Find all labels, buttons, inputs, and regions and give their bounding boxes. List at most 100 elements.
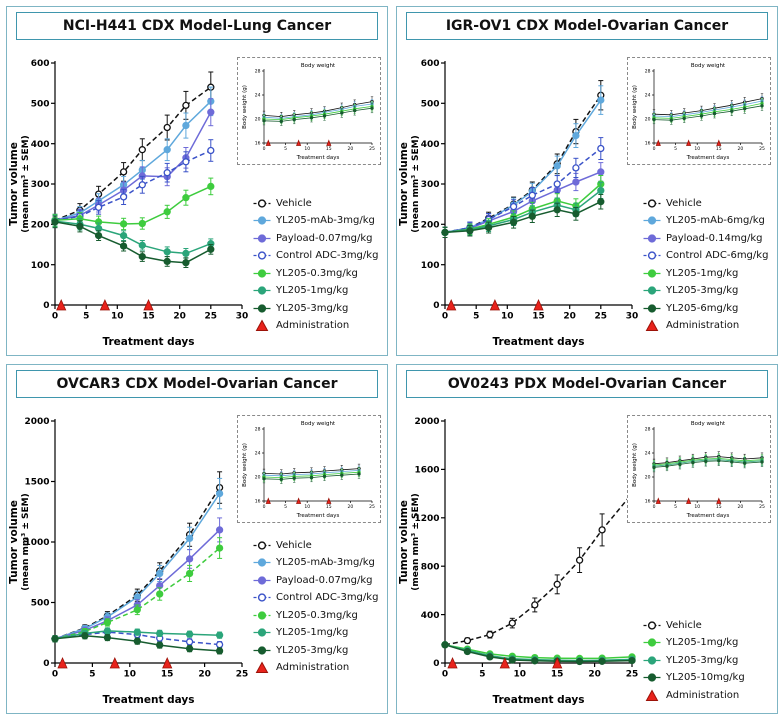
series-marker-icon	[253, 197, 271, 210]
svg-text:Treatment days: Treatment days	[686, 513, 730, 519]
panel-title: OV0243 PDX Model-Ovarian Cancer	[406, 370, 768, 398]
administration-triangle-icon	[253, 661, 271, 674]
legend-label: Vehicle	[276, 539, 312, 551]
panel-title: OVCAR3 CDX Model-Ovarian Cancer	[16, 370, 378, 398]
legend-label: YL205-1mg/kg	[276, 285, 349, 297]
legend-label: YL205-1mg/kg	[276, 627, 349, 639]
svg-text:100: 100	[421, 261, 440, 271]
svg-text:30: 30	[626, 312, 639, 322]
legend-label: YL205-3mg/kg	[666, 654, 739, 666]
svg-text:28: 28	[255, 69, 261, 75]
svg-text:16: 16	[645, 499, 651, 505]
series-marker-icon	[253, 574, 271, 587]
series-marker-icon	[253, 539, 271, 552]
svg-text:0: 0	[653, 504, 656, 510]
svg-text:Treatment days: Treatment days	[296, 513, 340, 519]
legend-item: Administration	[643, 318, 777, 335]
series-marker-icon	[253, 626, 271, 639]
svg-text:15: 15	[326, 504, 332, 510]
svg-text:300: 300	[421, 180, 440, 190]
svg-text:10: 10	[124, 670, 137, 680]
svg-text:0: 0	[653, 146, 656, 152]
svg-text:20: 20	[645, 117, 651, 123]
legend-item: Administration	[643, 687, 777, 704]
series-marker-icon	[643, 232, 661, 245]
svg-text:0: 0	[263, 504, 266, 510]
legend-item: YL205-mAb-3mg/kg	[253, 555, 387, 572]
svg-text:20: 20	[348, 146, 354, 152]
legend-item: Control ADC-3mg/kg	[253, 248, 387, 265]
svg-text:1600: 1600	[414, 466, 439, 476]
legend-label: YL205-1mg/kg	[666, 637, 739, 649]
legend-item: YL205-6mg/kg	[643, 300, 777, 317]
svg-text:Body weight (g): Body weight (g)	[242, 443, 248, 487]
legend-label: YL205-6mg/kg	[666, 302, 739, 314]
svg-text:24: 24	[255, 451, 261, 457]
legend-item: Control ADC-3mg/kg	[253, 590, 387, 607]
legend-item: YL205-1mg/kg	[643, 635, 777, 652]
svg-text:5: 5	[284, 504, 287, 510]
series-marker-icon	[253, 284, 271, 297]
legend-item: YL205-3mg/kg	[643, 283, 777, 300]
svg-text:24: 24	[645, 451, 651, 457]
svg-text:100: 100	[31, 261, 50, 271]
legend-label: YL205-mAb-6mg/kg	[666, 215, 765, 227]
series-marker-icon	[643, 654, 661, 667]
svg-text:16: 16	[255, 499, 261, 505]
legend-item: Vehicle	[643, 617, 777, 634]
tumor-volume-chart: 0 5 10 15 20 25 300100200300400500600Treatment…	[9, 59, 248, 348]
svg-text:300: 300	[31, 180, 50, 190]
series-marker-icon	[643, 636, 661, 649]
svg-text:Body weight: Body weight	[301, 63, 336, 69]
svg-text:Treatment days: Treatment days	[686, 155, 730, 161]
svg-text:20: 20	[563, 312, 576, 322]
svg-text:0: 0	[433, 301, 439, 311]
body-weight-inset: 0 5 10 15 20 25 16 20 24 28 Body weight Treatment d…	[237, 415, 381, 523]
series-marker-icon	[253, 556, 271, 569]
svg-text:2000: 2000	[24, 417, 49, 427]
svg-text:25: 25	[369, 504, 375, 510]
svg-text:15: 15	[716, 146, 722, 152]
series-marker-icon	[643, 284, 661, 297]
svg-text:0: 0	[263, 146, 266, 152]
tumor-volume-chart: 0 5 10 15 20 25 0 400 800 1200 1600 2000 Treatment d…	[399, 417, 638, 706]
series-marker-icon	[643, 249, 661, 262]
panel-3: OVCAR3 CDX Model-Ovarian Cancer 0 5 10 15 20…	[6, 364, 388, 714]
svg-text:5: 5	[473, 312, 479, 322]
svg-text:5: 5	[89, 670, 95, 680]
svg-text:24: 24	[255, 93, 261, 99]
svg-text:Treatment days: Treatment days	[103, 336, 195, 348]
svg-text:10: 10	[694, 504, 700, 510]
svg-text:Tumor volume: Tumor volume	[9, 142, 20, 226]
legend-label: YL205-mAb-3mg/kg	[276, 557, 375, 569]
svg-text:5: 5	[284, 146, 287, 152]
legend: Vehicle YL205-mAb-6mg/kg Payload-0.14mg/kg…	[643, 195, 777, 335]
svg-text:(mean mm³ ± SEM): (mean mm³ ± SEM)	[21, 135, 31, 232]
svg-text:20: 20	[198, 670, 211, 680]
legend-item: YL205-mAb-6mg/kg	[643, 213, 777, 230]
svg-text:25: 25	[236, 670, 249, 680]
legend-item: YL205-1mg/kg	[253, 625, 387, 642]
svg-text:200: 200	[31, 221, 50, 231]
legend-label: Control ADC-3mg/kg	[276, 592, 379, 604]
legend-label: Payload-0.07mg/kg	[276, 232, 373, 244]
series-marker-icon	[253, 302, 271, 315]
legend-item: YL205-3mg/kg	[643, 652, 777, 669]
legend-item: YL205-10mg/kg	[643, 670, 777, 687]
legend: Vehicle YL205-mAb-3mg/kg Payload-0.07mg/kg…	[253, 195, 387, 334]
svg-text:0: 0	[43, 301, 49, 311]
svg-text:Body weight (g): Body weight (g)	[632, 85, 638, 129]
svg-text:600: 600	[31, 59, 50, 69]
body-weight-chart: 0 5 10 15 20 25 16 20 24 28 Body weight Treatment d…	[242, 63, 375, 161]
series-marker-icon	[253, 609, 271, 622]
svg-text:10: 10	[514, 670, 527, 680]
svg-text:10: 10	[694, 146, 700, 152]
svg-text:600: 600	[421, 59, 440, 69]
series-marker-icon	[643, 267, 661, 280]
legend-item: YL205-1mg/kg	[643, 265, 777, 282]
svg-text:0: 0	[52, 670, 58, 680]
legend-item: Payload-0.07mg/kg	[253, 572, 387, 589]
legend-label: YL205-3mg/kg	[666, 285, 739, 297]
svg-text:Body weight: Body weight	[301, 421, 336, 427]
legend: Vehicle YL205-1mg/kg YL205-3mg/kg YL205-10m…	[643, 617, 777, 704]
